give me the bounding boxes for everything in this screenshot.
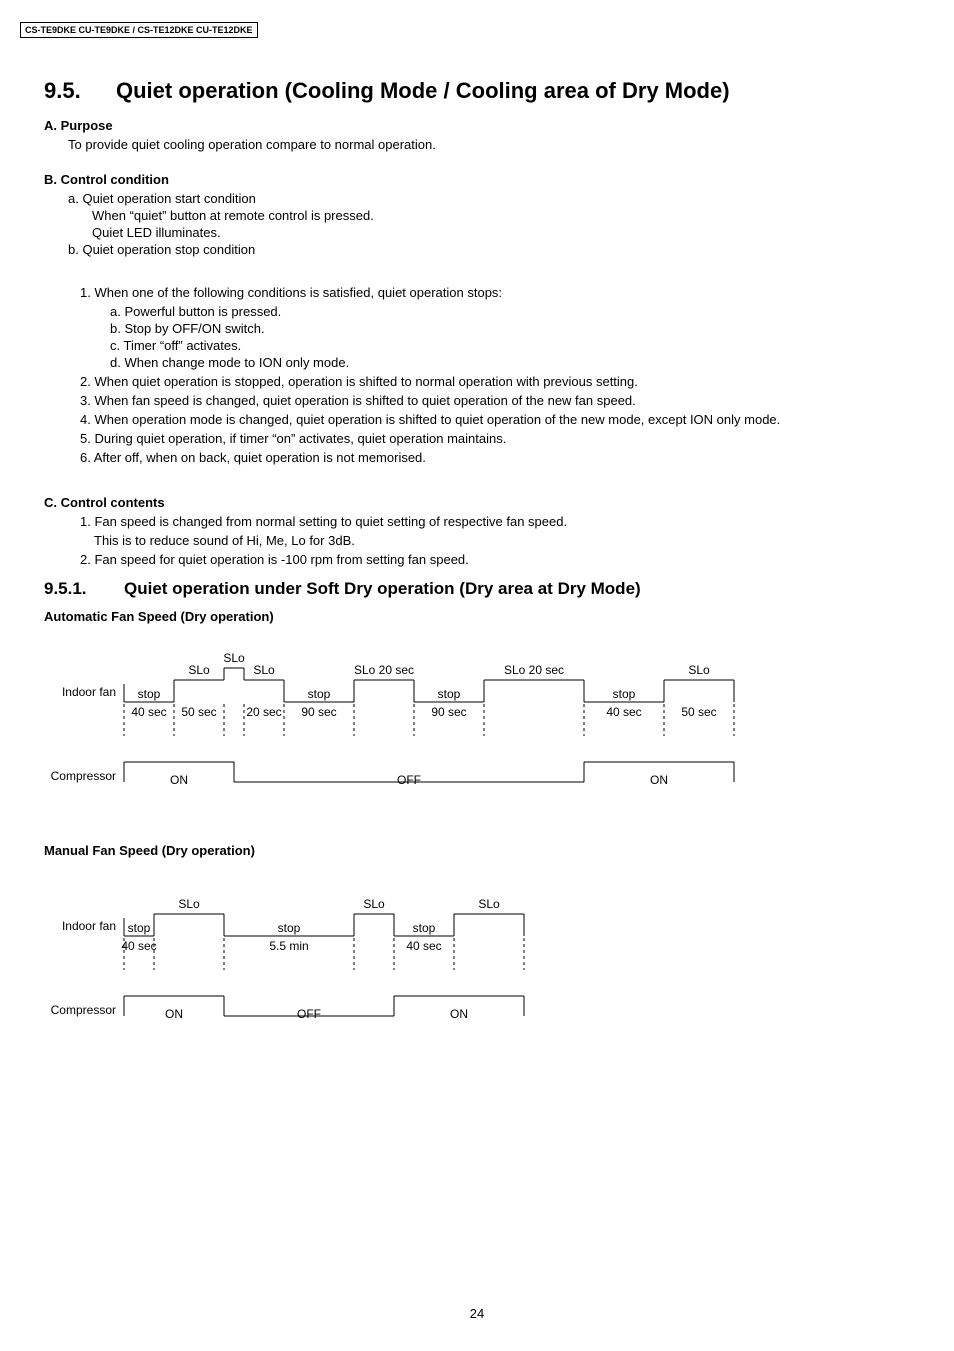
svg-text:40 sec: 40 sec bbox=[606, 705, 641, 719]
diagram-auto: Indoor fan Compressor stop 40 sec SLo 50 sec S… bbox=[44, 632, 914, 817]
svg-text:Compressor: Compressor bbox=[51, 1003, 116, 1017]
section-951-title: 9.5.1.Quiet operation under Soft Dry ope… bbox=[44, 579, 914, 599]
svg-text:stop: stop bbox=[613, 687, 636, 701]
page-number: 24 bbox=[0, 1306, 954, 1321]
svg-text:SLo: SLo bbox=[188, 663, 210, 677]
section-951-text: Quiet operation under Soft Dry operation… bbox=[124, 579, 641, 598]
svg-text:90 sec: 90 sec bbox=[301, 705, 336, 719]
svg-text:stop: stop bbox=[128, 921, 151, 935]
svg-text:ON: ON bbox=[170, 773, 188, 787]
svg-text:Indoor fan: Indoor fan bbox=[62, 919, 116, 933]
svg-text:stop: stop bbox=[438, 687, 461, 701]
svg-text:OFF: OFF bbox=[397, 773, 421, 787]
svg-text:SLo: SLo bbox=[223, 651, 245, 665]
b-3: 3. When fan speed is changed, quiet oper… bbox=[80, 393, 914, 408]
svg-text:ON: ON bbox=[450, 1007, 468, 1021]
svg-text:stop: stop bbox=[413, 921, 436, 935]
svg-text:SLo: SLo bbox=[363, 897, 385, 911]
c-1b: This is to reduce sound of Hi, Me, Lo fo… bbox=[94, 533, 914, 548]
b-a: a. Quiet operation start condition bbox=[68, 191, 914, 206]
b-a1: When “quiet” button at remote control is… bbox=[92, 208, 914, 223]
svg-text:OFF: OFF bbox=[297, 1007, 321, 1021]
b-1: 1. When one of the following conditions … bbox=[80, 285, 914, 300]
section-951-num: 9.5.1. bbox=[44, 579, 124, 599]
svg-text:40 sec: 40 sec bbox=[121, 939, 156, 953]
svg-text:50 sec: 50 sec bbox=[681, 705, 716, 719]
svg-text:Compressor: Compressor bbox=[51, 769, 116, 783]
b-1b: b. Stop by OFF/ON switch. bbox=[110, 321, 914, 336]
svg-text:SLo: SLo bbox=[688, 663, 710, 677]
svg-text:stop: stop bbox=[308, 687, 331, 701]
section-95-title: 9.5.Quiet operation (Cooling Mode / Cool… bbox=[44, 78, 914, 104]
auto-fan-heading: Automatic Fan Speed (Dry operation) bbox=[44, 609, 914, 624]
b-b: b. Quiet operation stop condition bbox=[68, 242, 914, 257]
svg-text:5.5 min: 5.5 min bbox=[269, 939, 308, 953]
svg-text:Indoor fan: Indoor fan bbox=[62, 685, 116, 699]
section-95-text: Quiet operation (Cooling Mode / Cooling … bbox=[116, 78, 730, 103]
svg-text:stop: stop bbox=[278, 921, 301, 935]
heading-a: A. Purpose bbox=[44, 118, 914, 133]
c-2: 2. Fan speed for quiet operation is -100… bbox=[80, 552, 914, 567]
svg-text:SLo: SLo bbox=[253, 663, 275, 677]
b-5: 5. During quiet operation, if timer “on”… bbox=[80, 431, 914, 446]
b-1d: d. When change mode to ION only mode. bbox=[110, 355, 914, 370]
svg-text:SLo: SLo bbox=[478, 897, 500, 911]
svg-text:ON: ON bbox=[650, 773, 668, 787]
c-1: 1. Fan speed is changed from normal sett… bbox=[80, 514, 914, 529]
svg-text:SLo 20 sec: SLo 20 sec bbox=[354, 663, 414, 677]
b-6: 6. After off, when on back, quiet operat… bbox=[80, 450, 914, 465]
svg-text:90 sec: 90 sec bbox=[431, 705, 466, 719]
b-a2: Quiet LED illuminates. bbox=[92, 225, 914, 240]
b-4: 4. When operation mode is changed, quiet… bbox=[80, 412, 914, 427]
model-box: CS-TE9DKE CU-TE9DKE / CS-TE12DKE CU-TE12… bbox=[20, 22, 258, 38]
diagram-manual: Indoor fan Compressor stop 40 sec SLo stop 5.5… bbox=[44, 866, 914, 1041]
svg-text:40 sec: 40 sec bbox=[406, 939, 441, 953]
manual-fan-heading: Manual Fan Speed (Dry operation) bbox=[44, 843, 914, 858]
svg-text:SLo 20 sec: SLo 20 sec bbox=[504, 663, 564, 677]
svg-text:SLo: SLo bbox=[178, 897, 200, 911]
para-a: To provide quiet cooling operation compa… bbox=[68, 137, 914, 152]
section-95-num: 9.5. bbox=[44, 78, 116, 104]
svg-text:40 sec: 40 sec bbox=[131, 705, 166, 719]
heading-c: C. Control contents bbox=[44, 495, 914, 510]
b-2: 2. When quiet operation is stopped, oper… bbox=[80, 374, 914, 389]
b-1c: c. Timer “off” activates. bbox=[110, 338, 914, 353]
b-1a: a. Powerful button is pressed. bbox=[110, 304, 914, 319]
svg-text:ON: ON bbox=[165, 1007, 183, 1021]
heading-b: B. Control condition bbox=[44, 172, 914, 187]
svg-text:stop: stop bbox=[138, 687, 161, 701]
svg-text:20 sec: 20 sec bbox=[246, 705, 281, 719]
svg-text:50 sec: 50 sec bbox=[181, 705, 216, 719]
